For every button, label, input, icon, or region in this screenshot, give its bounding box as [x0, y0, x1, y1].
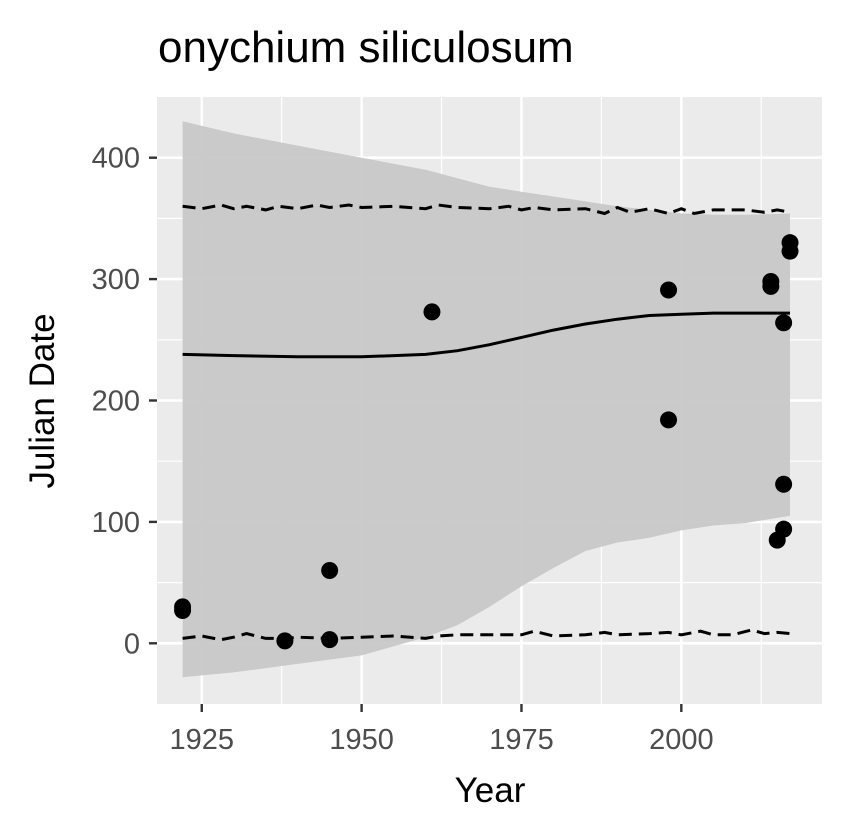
y-axis: 0 100 200 300 400	[92, 143, 157, 660]
confidence-ribbon	[182, 121, 791, 678]
data-point	[775, 520, 793, 538]
data-point	[321, 631, 339, 649]
ribbon-layer	[182, 121, 791, 678]
y-tick-label: 0	[124, 628, 140, 660]
y-tick-label: 100	[92, 507, 140, 539]
data-point	[423, 303, 441, 321]
y-tick-label: 300	[92, 264, 140, 296]
upper-quantile-dashed-line	[182, 203, 791, 216]
y-tick-label: 200	[92, 386, 140, 418]
data-point	[775, 314, 793, 332]
x-tick-label: 1950	[329, 724, 394, 756]
x-tick-label: 2000	[649, 724, 714, 756]
y-axis-title: Julian Date	[23, 313, 62, 488]
data-point	[321, 561, 339, 579]
data-point	[762, 273, 780, 291]
x-axis: 1925 1950 1975 2000	[170, 704, 714, 756]
lower-quantile-dashed-line	[182, 628, 791, 642]
data-point	[781, 242, 799, 260]
chart-title: onychium siliculosum	[158, 23, 574, 72]
data-point	[775, 475, 793, 493]
data-point	[660, 411, 678, 429]
x-axis-title: Year	[455, 771, 526, 810]
data-point	[174, 598, 192, 616]
x-tick-label: 1975	[489, 724, 554, 756]
x-tick-label: 1925	[170, 724, 235, 756]
points-layer	[174, 234, 799, 650]
fit-line	[182, 311, 790, 359]
y-tick-label: 400	[92, 143, 140, 175]
data-point	[660, 281, 678, 299]
lines-layer	[182, 203, 791, 642]
data-point	[276, 632, 294, 650]
